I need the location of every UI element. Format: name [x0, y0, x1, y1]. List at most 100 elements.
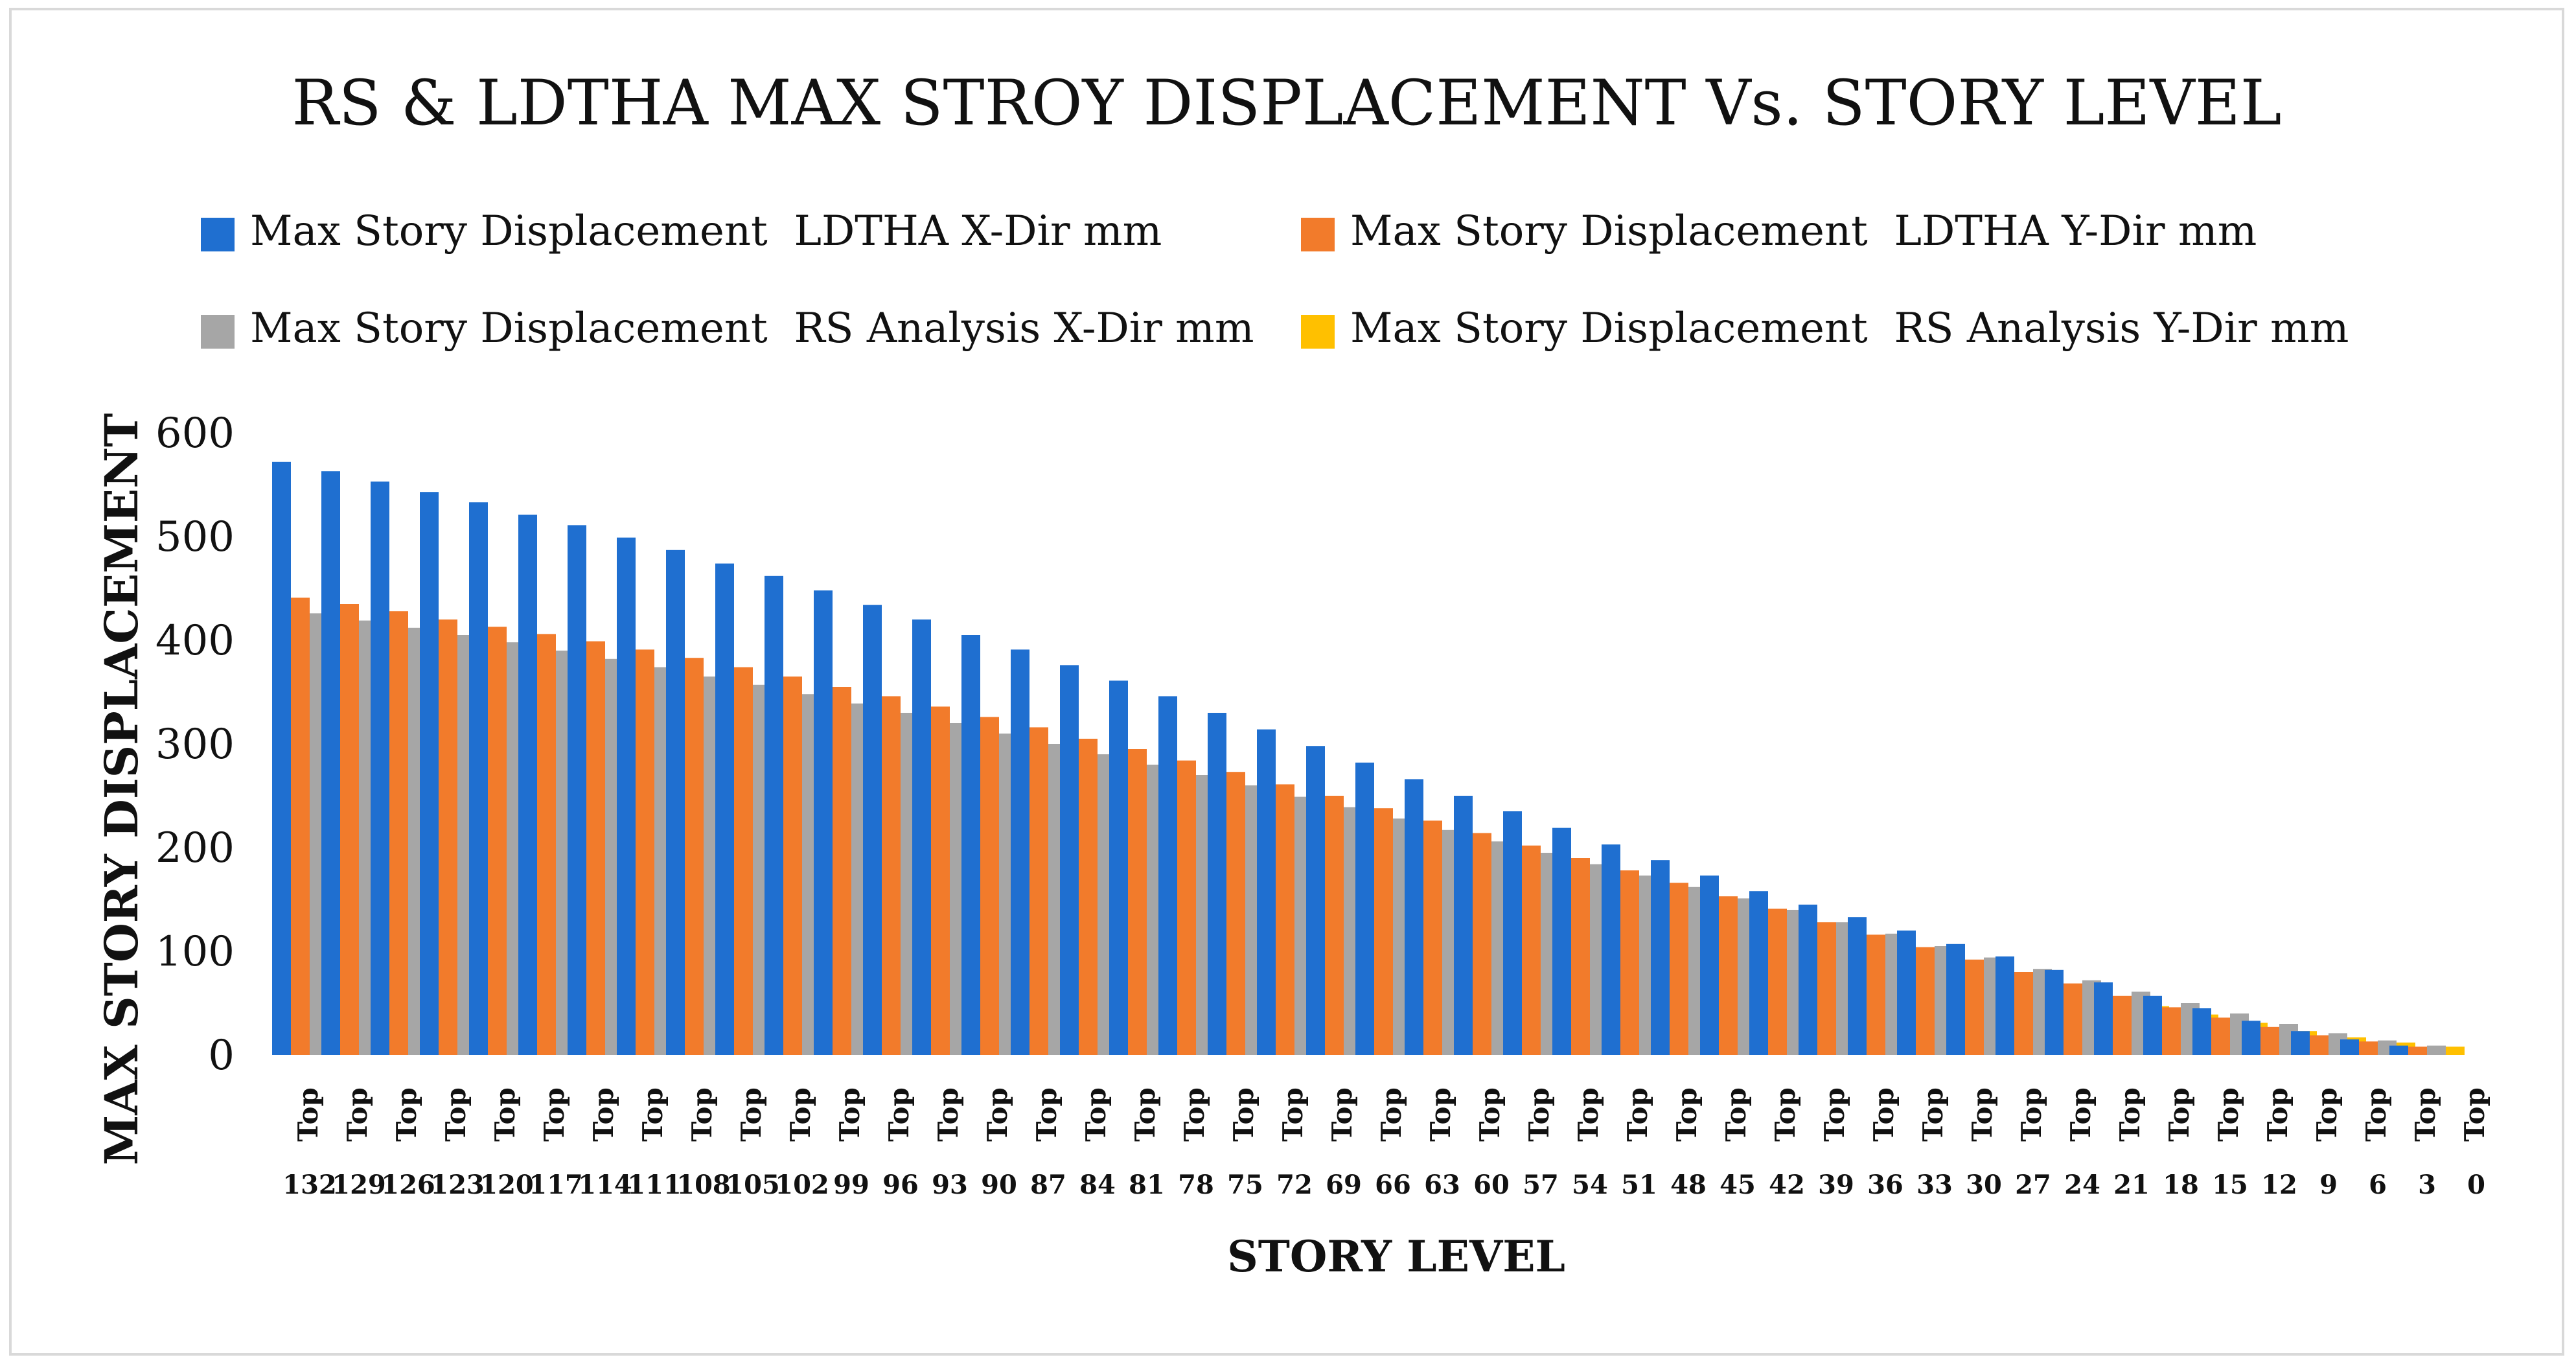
- x-tick-prefix: Top: [1769, 1087, 1801, 1142]
- x-axis-ticks: Top132Top129Top126Top123Top120Top117Top1…: [282, 1087, 2490, 1200]
- x-tick-prefix: Top: [785, 1087, 816, 1142]
- bar-ldtha-x: [420, 492, 439, 1055]
- bar-ldtha-y: [2408, 1047, 2427, 1055]
- x-tick-prefix: Top: [1228, 1087, 1259, 1142]
- legend-label-ldtha-y: Max Story Displacement LDTHA Y-Dir mm: [1350, 207, 2257, 255]
- x-tick-number: 6: [2369, 1170, 2387, 1200]
- bars: [272, 461, 2465, 1055]
- legend-swatch-ldtha-x: [201, 218, 235, 251]
- x-tick-prefix: Top: [2114, 1087, 2146, 1142]
- bar-ldtha-y: [1670, 883, 1688, 1055]
- bar-rs-y: [2446, 1047, 2465, 1055]
- bar-ldtha-y: [340, 604, 359, 1055]
- x-tick-prefix: Top: [1031, 1087, 1063, 1142]
- bar-ldtha-x: [1011, 649, 1029, 1055]
- legend-item-ldtha-y[interactable]: Max Story Displacement LDTHA Y-Dir mm: [1301, 207, 2257, 255]
- x-tick-prefix: Top: [1720, 1087, 1752, 1142]
- x-tick-number: 60: [1473, 1170, 1510, 1200]
- bar-ldtha-x: [1208, 713, 1226, 1055]
- x-tick-number: 0: [2467, 1170, 2485, 1200]
- bar-ldtha-y: [1276, 784, 1294, 1055]
- x-tick-prefix: Top: [1917, 1087, 1949, 1142]
- bar-rs-x: [2427, 1045, 2446, 1055]
- x-tick-number: 102: [775, 1170, 829, 1200]
- bar-ldtha-y: [1571, 858, 1590, 1055]
- y-tick-label: 100: [155, 928, 235, 976]
- x-tick-number: 57: [1523, 1170, 1559, 1200]
- bar-ldtha-x: [912, 619, 931, 1055]
- bar-ldtha-y: [2162, 1007, 2181, 1055]
- bar-ldtha-y: [2359, 1041, 2378, 1055]
- bar-ldtha-x: [1651, 860, 1670, 1055]
- bar-ldtha-y: [1768, 909, 1787, 1055]
- x-tick-prefix: Top: [1375, 1087, 1407, 1142]
- bar-ldtha-y: [439, 619, 457, 1055]
- x-tick-prefix: Top: [391, 1087, 422, 1142]
- bar-ldtha-x: [1158, 696, 1177, 1055]
- bar-ldtha-x: [1257, 729, 1276, 1055]
- bar-ldtha-y: [1177, 760, 1196, 1055]
- bar-ldtha-y: [1325, 796, 1344, 1055]
- x-tick-number: 78: [1178, 1170, 1214, 1200]
- bar-ldtha-x: [2143, 995, 2162, 1055]
- legend-item-rs-x[interactable]: Max Story Displacement RS Analysis X-Dir…: [201, 305, 1254, 353]
- bar-ldtha-x: [617, 537, 636, 1055]
- bar-ldtha-y: [685, 658, 704, 1055]
- y-tick-label: 500: [155, 513, 235, 561]
- bar-ldtha-x: [863, 605, 882, 1055]
- x-tick-prefix: Top: [588, 1087, 619, 1142]
- bar-ldtha-x: [321, 471, 340, 1055]
- x-tick-number: 105: [726, 1170, 780, 1200]
- x-tick-number: 99: [833, 1170, 869, 1200]
- x-tick-number: 42: [1769, 1170, 1805, 1200]
- legend-item-rs-y[interactable]: Max Story Displacement RS Analysis Y-Dir…: [1301, 305, 2349, 353]
- x-tick-prefix: Top: [1523, 1087, 1555, 1142]
- x-tick-prefix: Top: [1622, 1087, 1653, 1142]
- bar-ldtha-x: [1749, 891, 1768, 1055]
- y-tick-label: 0: [208, 1032, 235, 1080]
- x-tick-prefix: Top: [883, 1087, 915, 1142]
- x-tick-prefix: Top: [637, 1087, 669, 1142]
- x-tick-number: 45: [1719, 1170, 1756, 1200]
- bar-ldtha-x: [1848, 917, 1867, 1055]
- bar-ldtha-y: [1226, 772, 1245, 1055]
- x-tick-prefix: Top: [2016, 1087, 2047, 1142]
- legend-swatch-rs-x: [201, 315, 235, 349]
- bar-ldtha-x: [2045, 969, 2064, 1055]
- bar-ldtha-y: [2310, 1035, 2329, 1055]
- x-tick-number: 75: [1227, 1170, 1263, 1200]
- bar-ldtha-y: [488, 627, 507, 1055]
- legend-item-ldtha-x[interactable]: Max Story Displacement LDTHA X-Dir mm: [201, 207, 1162, 255]
- x-tick-number: 72: [1276, 1170, 1313, 1200]
- bar-ldtha-y: [537, 634, 556, 1055]
- bar-ldtha-x: [1552, 828, 1571, 1055]
- bar-ldtha-x: [568, 525, 586, 1055]
- bar-ldtha-y: [2113, 995, 2132, 1055]
- x-tick-prefix: Top: [2163, 1087, 2195, 1142]
- x-tick-number: 9: [2319, 1170, 2338, 1200]
- bar-ldtha-y: [291, 597, 310, 1055]
- bar-ldtha-x: [1355, 762, 1374, 1055]
- x-tick-number: 93: [932, 1170, 968, 1200]
- bar-ldtha-x: [1897, 931, 1916, 1055]
- bar-ldtha-x: [1700, 875, 1719, 1055]
- bar-ldtha-y: [931, 706, 950, 1055]
- x-tick-number: 27: [2015, 1170, 2051, 1200]
- legend-swatch-ldtha-y: [1301, 218, 1335, 251]
- x-tick-prefix: Top: [834, 1087, 866, 1142]
- bar-ldtha-y: [2211, 1017, 2230, 1055]
- x-tick-number: 96: [882, 1170, 919, 1200]
- y-axis-title: MAX STORY DISPLACEMENT: [95, 413, 148, 1166]
- bar-ldtha-y: [1916, 947, 1935, 1055]
- x-tick-prefix: Top: [2459, 1087, 2490, 1142]
- x-tick-prefix: Top: [1179, 1087, 1210, 1142]
- x-tick-number: 36: [1867, 1170, 1903, 1200]
- bar-ldtha-y: [1522, 845, 1541, 1055]
- bar-ldtha-y: [586, 641, 605, 1055]
- bar-ldtha-y: [1473, 833, 1491, 1055]
- bar-ldtha-x: [1995, 956, 2014, 1055]
- x-tick-number: 111: [627, 1170, 682, 1200]
- bar-ldtha-x: [1109, 680, 1128, 1055]
- x-tick-prefix: Top: [2213, 1087, 2244, 1142]
